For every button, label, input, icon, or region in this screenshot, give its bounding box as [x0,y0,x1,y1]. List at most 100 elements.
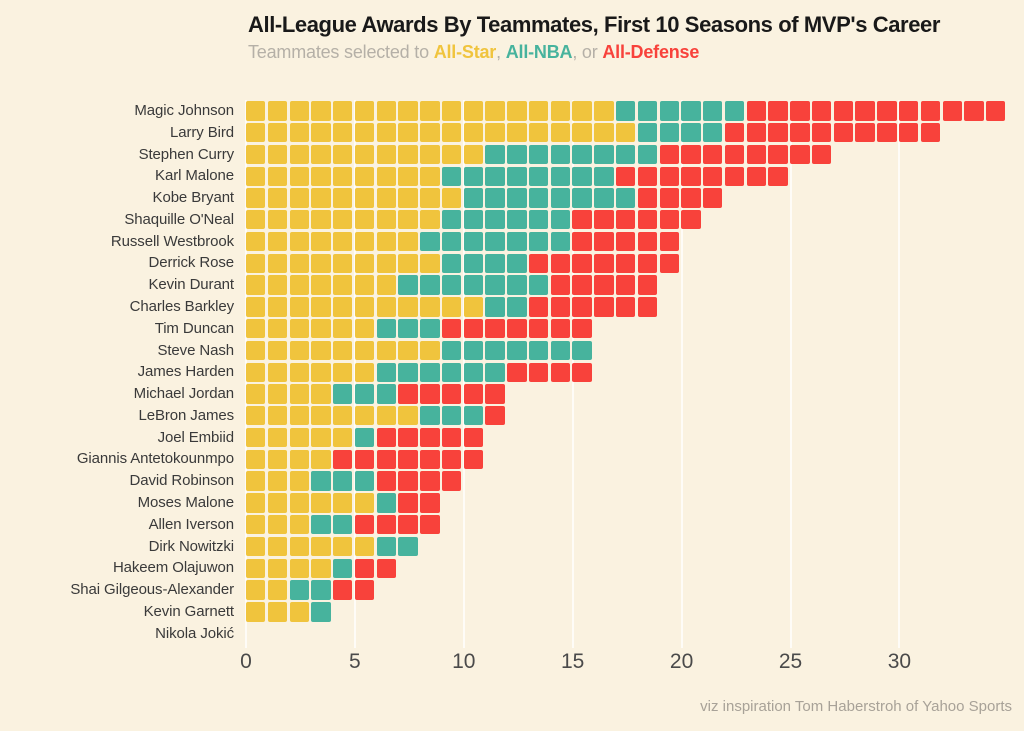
bar-row: Kobe Bryant [0,187,1024,209]
award-square-all-star [289,449,309,470]
player-label: Moses Malone [137,494,234,512]
bar-squares [246,580,375,600]
award-square-all-defense [398,384,418,404]
x-tick-label-5: 5 [349,650,361,673]
award-square-all-nba [659,122,679,143]
award-square-all-defense [768,101,788,121]
award-square-all-defense [746,166,766,186]
award-square-all-star [398,231,418,252]
award-square-all-star [311,166,331,186]
award-square-all-star [289,188,309,208]
award-square-all-star [246,580,266,600]
award-square-all-star [398,166,418,186]
award-square-all-star [376,166,396,186]
award-square-all-star [289,515,309,535]
player-label: Tim Duncan [154,319,234,337]
bar-squares [246,515,440,535]
bar-squares [246,340,592,361]
award-square-all-defense [398,515,418,535]
award-square-all-star [289,406,309,426]
award-square-all-defense [354,558,375,578]
award-square-all-defense [528,362,549,382]
award-square-all-nba [354,471,375,491]
award-square-all-star [267,471,288,491]
player-label: Larry Bird [169,123,234,141]
award-square-all-defense [659,166,679,186]
award-square-all-star [267,122,288,143]
award-square-all-nba [485,340,505,361]
award-square-all-defense [659,231,679,252]
award-square-all-star [376,188,396,208]
award-square-all-star [289,275,309,295]
award-square-all-nba [616,188,636,208]
award-square-all-defense [354,449,375,470]
award-square-all-nba [441,406,462,426]
award-square-all-defense [703,144,723,165]
award-square-all-nba [333,515,353,535]
award-square-all-defense [398,427,418,448]
award-square-all-star [354,122,375,143]
award-square-all-nba [485,166,505,186]
bar-row: Nikola Jokić [0,623,1024,645]
award-square-all-nba [616,144,636,165]
award-square-all-star [246,275,266,295]
award-square-all-nba [485,210,505,230]
bar-squares [246,188,723,208]
player-label: Stephen Curry [138,145,235,163]
award-square-all-star [333,297,353,317]
award-square-all-nba [463,210,484,230]
award-square-all-defense [768,166,788,186]
chart-subtitle: Teammates selected to All-Star, All-NBA,… [248,42,699,63]
award-square-all-star [267,340,288,361]
subtitle-separator-2: , or [572,42,603,62]
x-tick-label-20: 20 [669,650,694,673]
player-label: LeBron James [138,406,234,424]
award-square-all-star [311,144,331,165]
award-square-all-star [289,210,309,230]
award-square-all-star [376,101,396,121]
bar-row: LeBron James [0,405,1024,427]
award-square-all-nba [485,253,505,274]
award-square-all-nba [572,144,592,165]
award-square-all-star [289,362,309,382]
award-square-all-star [267,297,288,317]
award-square-all-defense [441,318,462,339]
award-square-all-defense [398,471,418,491]
bar-row: Derrick Rose [0,252,1024,274]
award-square-all-nba [528,231,549,252]
award-square-all-star [267,515,288,535]
award-square-all-star [246,493,266,513]
award-square-all-star [311,101,331,121]
bar-squares [246,144,832,165]
award-square-all-defense [986,101,1006,121]
bar-row: Moses Malone [0,492,1024,514]
award-square-all-defense [572,253,592,274]
award-square-all-star [289,231,309,252]
award-square-all-defense [703,188,723,208]
award-square-all-defense [616,275,636,295]
award-square-all-nba [485,188,505,208]
award-square-all-defense [659,210,679,230]
award-square-all-star [616,122,636,143]
award-square-all-star [311,253,331,274]
award-square-all-star [572,122,592,143]
award-square-all-defense [463,384,484,404]
award-square-all-star [246,406,266,426]
award-square-all-nba [594,166,614,186]
award-square-all-star [420,144,440,165]
award-square-all-star [246,188,266,208]
award-square-all-star [289,340,309,361]
award-square-all-defense [507,318,527,339]
award-square-all-defense [485,406,505,426]
award-square-all-nba [681,122,701,143]
award-square-all-star [289,384,309,404]
player-label: Nikola Jokić [155,624,234,642]
award-square-all-defense [811,144,832,165]
x-tick-label-25: 25 [778,650,803,673]
award-square-all-defense [572,297,592,317]
award-square-all-defense [441,427,462,448]
award-square-all-star [267,558,288,578]
player-label: Kevin Durant [148,276,234,294]
award-square-all-defense [441,471,462,491]
award-square-all-star [528,122,549,143]
